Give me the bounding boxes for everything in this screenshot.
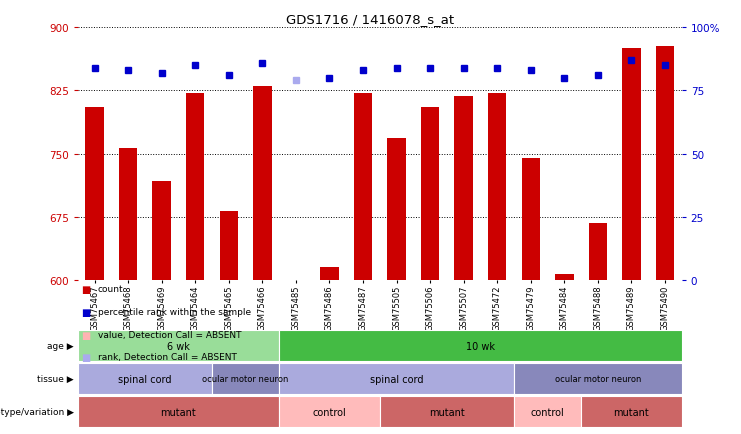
- Bar: [279, 363, 514, 395]
- Bar: [253, 87, 271, 280]
- Text: age ▶: age ▶: [47, 342, 74, 350]
- Text: percentile rank within the sample: percentile rank within the sample: [98, 307, 251, 316]
- Bar: [380, 396, 514, 427]
- Bar: [153, 181, 171, 280]
- Text: ocular motor neuron: ocular motor neuron: [202, 375, 289, 383]
- Bar: [85, 108, 104, 280]
- Text: count: count: [98, 285, 124, 294]
- Text: ■: ■: [82, 330, 90, 340]
- Bar: [588, 223, 607, 280]
- Bar: [219, 211, 238, 280]
- Bar: [421, 108, 439, 280]
- Text: rank, Detection Call = ABSENT: rank, Detection Call = ABSENT: [98, 352, 236, 362]
- Bar: [622, 49, 641, 280]
- Text: ■: ■: [82, 352, 90, 362]
- Bar: [78, 396, 279, 427]
- Text: ocular motor neuron: ocular motor neuron: [555, 375, 641, 383]
- Text: tissue ▶: tissue ▶: [38, 375, 74, 383]
- Text: GDS1716 / 1416078_s_at: GDS1716 / 1416078_s_at: [287, 13, 454, 26]
- Bar: [186, 94, 205, 280]
- Bar: [353, 94, 372, 280]
- Text: 6 wk: 6 wk: [167, 341, 190, 351]
- Bar: [78, 330, 279, 362]
- Text: value, Detection Call = ABSENT: value, Detection Call = ABSENT: [98, 330, 242, 339]
- Text: control: control: [313, 407, 346, 417]
- Bar: [320, 268, 339, 280]
- Text: spinal cord: spinal cord: [370, 374, 423, 384]
- Bar: [388, 139, 406, 280]
- Text: control: control: [531, 407, 565, 417]
- Bar: [279, 330, 682, 362]
- Text: ■: ■: [82, 307, 90, 317]
- Text: mutant: mutant: [429, 407, 465, 417]
- Bar: [656, 47, 674, 280]
- Bar: [212, 363, 279, 395]
- Text: ■: ■: [82, 285, 90, 295]
- Text: mutant: mutant: [161, 407, 196, 417]
- Bar: [581, 396, 682, 427]
- Bar: [78, 363, 212, 395]
- Bar: [514, 396, 581, 427]
- Text: genotype/variation ▶: genotype/variation ▶: [0, 408, 74, 416]
- Bar: [488, 94, 506, 280]
- Bar: [119, 148, 137, 280]
- Text: mutant: mutant: [614, 407, 649, 417]
- Bar: [454, 97, 473, 280]
- Bar: [279, 396, 380, 427]
- Bar: [522, 158, 540, 280]
- Text: 10 wk: 10 wk: [466, 341, 495, 351]
- Bar: [555, 274, 574, 280]
- Bar: [514, 363, 682, 395]
- Text: spinal cord: spinal cord: [118, 374, 172, 384]
